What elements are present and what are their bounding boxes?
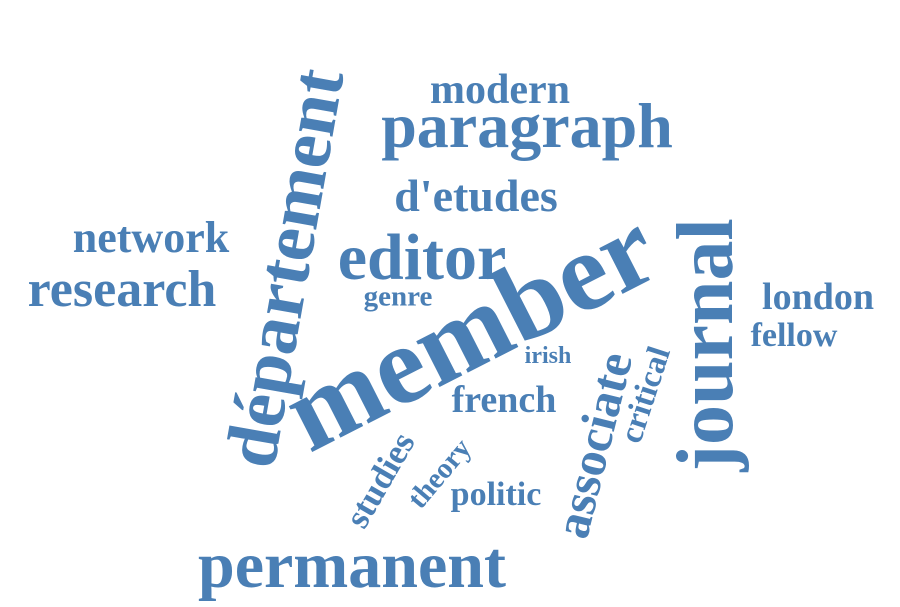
word-research: research — [27, 261, 217, 318]
word-network: network — [72, 213, 230, 262]
word-journal: journal — [662, 218, 750, 472]
word-london: london — [762, 276, 874, 318]
word-paragraph: paragraph — [381, 90, 673, 161]
word-detudes: d'etudes — [394, 170, 558, 221]
word-french: french — [451, 379, 557, 421]
word-fellow: fellow — [750, 317, 838, 354]
word-genre: genre — [363, 280, 433, 313]
word-editor: editor — [337, 221, 507, 294]
word-politic: politic — [450, 476, 542, 513]
word-modern: modern — [430, 67, 570, 113]
word-permanent: permanent — [198, 529, 506, 602]
word-irish: irish — [524, 343, 572, 369]
word-associate: associate — [542, 346, 644, 544]
